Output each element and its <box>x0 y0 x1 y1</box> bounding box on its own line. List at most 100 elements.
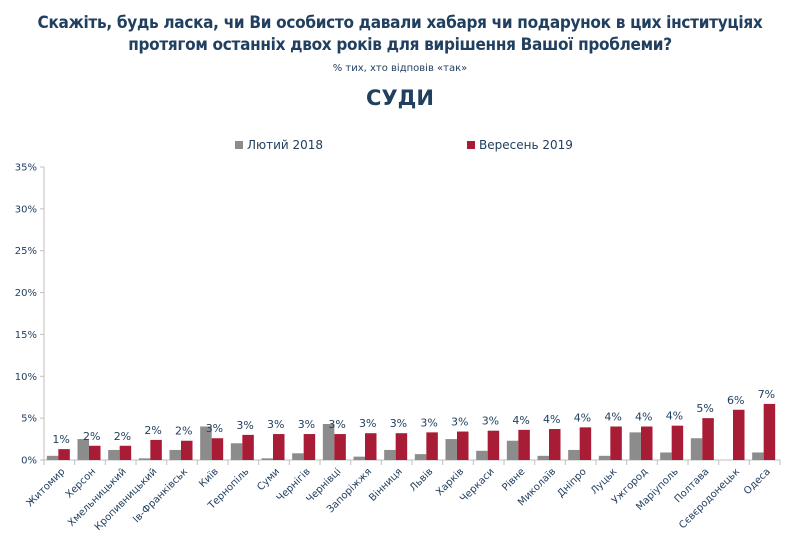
x-category-label: Суми <box>255 466 282 493</box>
data-label-2019: 3% <box>482 415 499 428</box>
bar-2019 <box>242 434 254 460</box>
bar-2018 <box>414 454 427 460</box>
legend-swatch-2018 <box>235 141 243 149</box>
bar-2019 <box>763 403 776 460</box>
data-label-2019: 4% <box>666 410 683 423</box>
bar-2018 <box>384 449 396 460</box>
bar-2018 <box>598 455 611 460</box>
data-label-2019: 3% <box>451 416 468 429</box>
legend-label-2019: Вересень 2019 <box>479 138 573 152</box>
data-label-2019: 4% <box>512 414 529 427</box>
data-label-2019: 5% <box>696 402 713 415</box>
y-tick-label: 25% <box>15 246 37 257</box>
bar-2019 <box>518 429 530 460</box>
data-label-2019: 2% <box>175 425 192 438</box>
x-category-label: Луцьк <box>589 466 620 497</box>
bar-2018 <box>77 439 89 460</box>
bar-2018 <box>169 449 181 460</box>
x-category-label: Дніпро <box>555 466 589 500</box>
data-label-2019: 7% <box>758 388 775 401</box>
y-tick-label: 20% <box>15 288 37 299</box>
bar-2019 <box>733 409 745 460</box>
bar-2019 <box>211 438 224 460</box>
x-category-label: Житомир <box>25 466 68 509</box>
bar-2018 <box>353 456 365 460</box>
data-label-2019: 4% <box>604 411 621 424</box>
data-label-2019: 3% <box>298 418 315 431</box>
data-label-2019: 3% <box>206 422 223 435</box>
data-label-2019: 2% <box>114 430 131 443</box>
bar-2018 <box>200 426 212 460</box>
y-tick-label: 10% <box>15 372 37 383</box>
x-category-label: Рівне <box>500 466 528 494</box>
data-label-2019: 3% <box>267 418 284 431</box>
legend: Лютий 2018 Вересень 2019 <box>0 138 800 156</box>
bar-2019 <box>457 431 469 460</box>
bar-2019 <box>426 432 438 460</box>
bar-2018 <box>445 439 457 460</box>
title-line-1: Скажіть, будь ласка, чи Ви особисто дава… <box>37 13 763 33</box>
chart-subtitle: % тих, хто відповів «так» <box>332 63 468 74</box>
bar-2019 <box>671 425 684 460</box>
bar-2019 <box>273 434 285 460</box>
bar-2019 <box>395 433 408 460</box>
bar-2018 <box>322 424 335 460</box>
section-title: СУДИ <box>366 86 434 110</box>
bar-2019 <box>303 434 316 460</box>
x-category-label: Львів <box>407 466 435 494</box>
data-label-2019: 3% <box>390 417 407 430</box>
bar-2019 <box>181 440 193 460</box>
bar-2019 <box>365 433 377 460</box>
bar-2019 <box>641 426 653 460</box>
bar-2018 <box>752 452 764 460</box>
y-tick-label: 30% <box>15 204 37 215</box>
data-label-2019: 4% <box>543 413 560 426</box>
data-label-2019: 3% <box>420 416 437 429</box>
legend-swatch-2019 <box>467 141 475 149</box>
x-category-label: Сєвєродонецьк <box>677 466 742 531</box>
data-label-2019: 3% <box>328 418 345 431</box>
bar-2018 <box>138 458 151 460</box>
bar-2018 <box>629 432 641 460</box>
data-label-2019: 3% <box>236 419 253 432</box>
bar-2018 <box>660 452 672 460</box>
x-category-label: Вінниця <box>367 466 405 504</box>
y-tick-label: 5% <box>21 414 37 425</box>
bar-2019 <box>702 418 714 460</box>
data-label-2019: 4% <box>635 411 652 424</box>
x-category-label: Ів-Франківськ <box>131 466 191 526</box>
x-category-label: Київ <box>197 466 221 490</box>
bar-2019 <box>579 427 592 460</box>
bar-2018 <box>506 440 519 460</box>
bar-2019 <box>487 430 500 460</box>
chart-title: Скажіть, будь ласка, чи Ви особисто дава… <box>0 12 800 56</box>
bar-2018 <box>261 458 273 460</box>
bar-2018 <box>108 449 120 460</box>
bar-2019 <box>119 445 132 460</box>
data-label-2019: 3% <box>359 417 376 430</box>
y-tick-label: 0% <box>21 456 37 467</box>
bar-2018 <box>690 438 703 460</box>
legend-label-2018: Лютий 2018 <box>247 138 324 152</box>
bar-2019 <box>89 445 101 460</box>
bar-2019 <box>58 449 70 460</box>
bar-2018 <box>292 453 304 460</box>
legend-item-2018: Лютий 2018 <box>235 138 323 152</box>
legend-item-2019: Вересень 2019 <box>467 138 573 152</box>
data-label-2019: 1% <box>52 433 69 446</box>
y-tick-label: 35% <box>15 163 37 174</box>
bar-2019 <box>150 439 162 460</box>
bar-2018 <box>537 455 549 460</box>
bar-2019 <box>334 434 346 460</box>
bar-2018 <box>568 449 580 460</box>
y-tick-label: 15% <box>15 330 37 341</box>
data-label-2019: 2% <box>83 430 100 443</box>
bar-2018 <box>230 443 243 460</box>
bar-2018 <box>476 450 488 460</box>
data-label-2019: 4% <box>574 411 591 424</box>
bar-2018 <box>46 455 59 460</box>
bar-2019 <box>549 429 561 460</box>
data-label-2019: 6% <box>727 394 744 407</box>
title-line-2: протягом останніх двох років для вирішен… <box>128 35 672 55</box>
